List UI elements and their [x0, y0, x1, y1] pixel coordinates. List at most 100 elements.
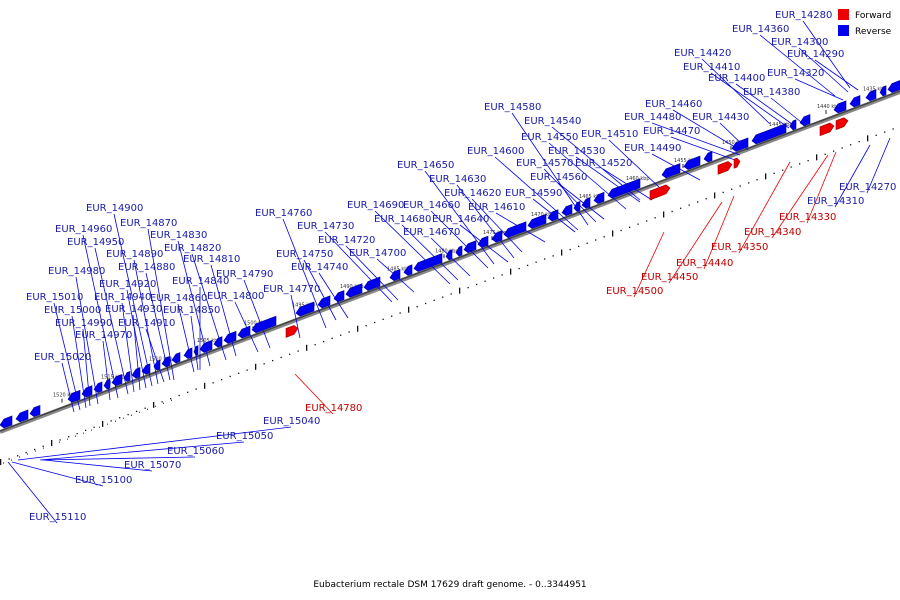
gene-label: EUR_14860	[150, 293, 207, 304]
leader-line	[575, 156, 641, 203]
ruler-mark	[646, 220, 648, 222]
gene-label: EUR_14360	[732, 24, 789, 35]
ruler-mark	[756, 179, 758, 181]
gene-label: EUR_14770	[263, 284, 320, 295]
reverse-gene-arrow	[751, 123, 787, 145]
ruler-dot	[155, 405, 156, 407]
forward-gene-arrow	[819, 122, 835, 137]
ruler-dot	[75, 435, 76, 437]
reverse-gene-arrow	[161, 355, 171, 368]
gene-label: EUR_15040	[263, 416, 320, 427]
gene-label: EUR_14430	[692, 112, 749, 123]
ruler-dot	[147, 408, 148, 410]
ruler-mark	[680, 207, 682, 209]
gene-label: EUR_14750	[276, 249, 333, 260]
gene-label: EUR_15000	[44, 305, 101, 316]
ruler-mark	[527, 264, 529, 267]
ruler-mark	[323, 340, 325, 343]
reverse-gene-arrow	[561, 203, 573, 217]
gene-label: EUR_14340	[744, 227, 801, 238]
ruler-mark	[238, 372, 240, 374]
leader-line	[456, 184, 515, 259]
reverse-gene-arrow	[223, 330, 237, 344]
gene-label: EUR_14850	[163, 305, 220, 316]
gene-label: EUR_14990	[55, 318, 112, 329]
ruler-mark	[501, 274, 503, 276]
leader-line	[282, 218, 327, 329]
ruler-mark	[603, 236, 605, 238]
ruler-mark	[340, 334, 342, 336]
gene-label: EUR_14300	[771, 37, 828, 48]
scale-tick-label: 1505 kbp	[197, 338, 221, 344]
gene-label: EUR_14310	[807, 196, 864, 207]
ruler-mark	[357, 325, 359, 332]
reverse-gene-arrow	[153, 359, 161, 371]
reverse-gene-arrow	[81, 385, 93, 398]
ruler-mark	[297, 350, 299, 352]
leader-line	[43, 459, 153, 472]
reverse-gene-arrow	[593, 191, 605, 204]
leader-line	[145, 328, 165, 383]
ruler-dot	[19, 456, 20, 458]
ruler-mark	[255, 363, 257, 370]
gene-label: EUR_14530	[548, 146, 605, 157]
scale-tick-label: 1435 kbp	[863, 87, 887, 93]
ruler-mark	[382, 318, 384, 320]
forward-gene-arrow	[649, 184, 671, 201]
ruler-dot	[67, 438, 68, 440]
ruler-mark	[620, 229, 622, 232]
gene-label: EUR_15010	[26, 292, 83, 303]
ruler-mark	[178, 394, 180, 397]
ruler-mark	[663, 211, 665, 218]
ruler-mark	[629, 226, 631, 228]
gene-label: EUR_14470	[643, 126, 700, 137]
reverse-gene-arrow	[503, 221, 527, 238]
reverse-gene-arrow	[887, 80, 900, 93]
leader-line	[798, 47, 849, 93]
gene-label: EUR_14640	[432, 214, 489, 225]
reverse-gene-arrow	[491, 230, 503, 243]
reverse-gene-arrow	[213, 336, 223, 348]
ruler-mark	[612, 230, 614, 237]
ruler-mark	[229, 375, 231, 378]
gene-label: EUR_15110	[29, 512, 86, 523]
reverse-gene-arrow	[477, 235, 489, 248]
ruler-dot	[27, 453, 28, 455]
ruler-dot	[107, 423, 108, 425]
reverse-gene-arrow	[295, 301, 315, 317]
ruler-mark	[739, 185, 741, 187]
gene-label: EUR_14700	[349, 248, 406, 259]
leader-line	[11, 461, 104, 487]
ruler-mark	[212, 382, 214, 384]
ruler-mark	[221, 378, 223, 381]
reverse-gene-arrow	[111, 373, 123, 387]
ruler-mark	[153, 401, 155, 408]
reverse-gene-arrow	[849, 95, 861, 108]
reverse-gene-arrow	[363, 276, 381, 291]
leader-line	[802, 20, 851, 89]
ruler-mark	[518, 267, 520, 270]
gene-label: EUR_14880	[118, 262, 175, 273]
leader-line	[703, 195, 735, 270]
ruler-mark	[484, 280, 486, 282]
ruler-mark	[399, 312, 401, 314]
ruler-mark	[671, 210, 673, 213]
leader-line	[834, 144, 871, 208]
ruler-mark	[425, 302, 427, 305]
gene-label: EUR_15070	[124, 460, 181, 471]
leader-line	[290, 294, 301, 339]
leader-line	[710, 72, 790, 129]
ruler-dot	[99, 426, 100, 428]
ruler-mark	[68, 436, 70, 438]
ruler-dot	[51, 444, 52, 446]
ruler-mark	[136, 410, 138, 413]
gene-label: EUR_14670	[403, 227, 460, 238]
leader-line	[318, 272, 349, 319]
leader-line	[866, 137, 891, 194]
ruler-mark	[85, 429, 87, 432]
ruler-dot	[123, 417, 124, 419]
reverse-gene-arrow	[171, 352, 181, 364]
leader-line	[543, 168, 597, 223]
ruler-mark	[875, 134, 877, 136]
